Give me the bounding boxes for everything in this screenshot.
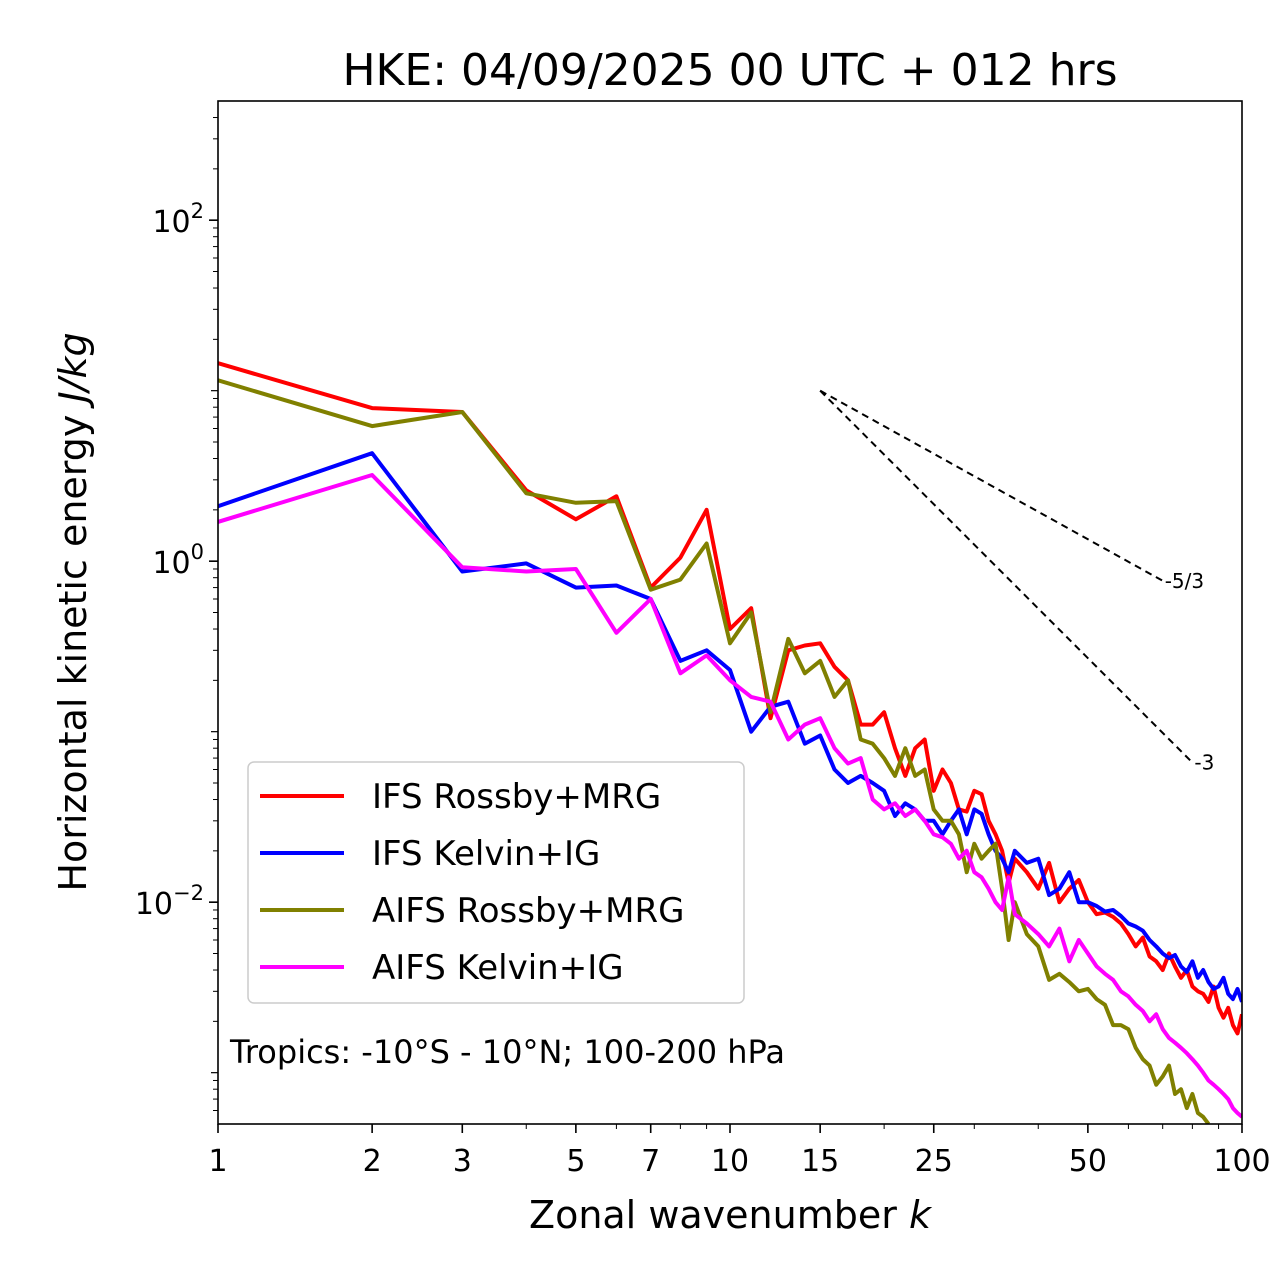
reference-slope-line [819, 389, 1164, 582]
legend-label: AIFS Kelvin+IG [372, 948, 624, 988]
x-tick-labels: 1 2 3 5 7 10 15 25 50 100 [208, 1144, 1270, 1179]
reference-slope-line [819, 389, 1194, 764]
y-tick-label: 102 [152, 199, 204, 240]
series-line [218, 473, 1242, 1119]
legend-label: IFS Kelvin+IG [372, 834, 600, 874]
y-tick-label: 100 [152, 540, 204, 581]
plot-area: -5/3 -3 [209, 100, 1243, 1133]
reference-slopes: -5/3 -3 [819, 389, 1214, 775]
major-ticks [209, 219, 1243, 1133]
y-axis-label: Horizontal kinetic energy J/kg [51, 332, 95, 891]
y-tick-label: 10−2 [135, 881, 204, 922]
x-tick-label: 10 [711, 1144, 749, 1179]
legend: IFS Rossby+MRG IFS Kelvin+IG AIFS Rossby+M… [247, 761, 745, 1004]
x-tick-label: 7 [641, 1144, 660, 1179]
legend-label: AIFS Rossby+MRG [372, 891, 684, 931]
legend-box [247, 761, 745, 1004]
reference-slope-label: -3 [1194, 751, 1214, 775]
legend-label: IFS Rossby+MRG [372, 777, 661, 817]
reference-slope-label: -5/3 [1165, 569, 1204, 593]
chart-title: HKE: 04/09/2025 00 UTC + 012 hrs [342, 45, 1117, 96]
x-tick-label: 5 [566, 1144, 585, 1179]
x-tick-label: 2 [363, 1144, 382, 1179]
region-annotation: Tropics: -10°S - 10°N; 100-200 hPa [229, 1033, 785, 1071]
x-tick-label: 50 [1069, 1144, 1107, 1179]
x-tick-label: 3 [453, 1144, 472, 1179]
series-group [218, 361, 1242, 1124]
x-tick-label: 15 [801, 1144, 839, 1179]
x-tick-label: 1 [208, 1144, 227, 1179]
plot-frame [217, 100, 1243, 1125]
x-tick-label: 25 [915, 1144, 953, 1179]
x-tick-label: 100 [1213, 1144, 1270, 1179]
series-line [218, 378, 1211, 1124]
y-tick-labels: 102 100 10−2 [135, 199, 204, 922]
x-axis-label: Zonal wavenumber k [529, 1193, 933, 1237]
